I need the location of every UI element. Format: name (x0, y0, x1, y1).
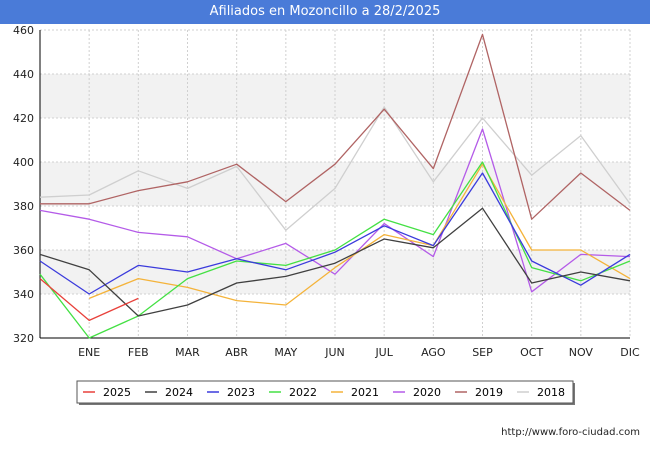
legend-label-2021: 2021 (351, 386, 379, 399)
x-tick-label: OCT (520, 346, 543, 359)
x-tick-label: MAR (175, 346, 200, 359)
legend-label-2024: 2024 (165, 386, 193, 399)
legend-label-2019: 2019 (475, 386, 503, 399)
legend-label-2023: 2023 (227, 386, 255, 399)
x-tick-label: ENE (78, 346, 100, 359)
x-tick-label: JUL (374, 346, 393, 359)
chart-title: Afiliados en Mozoncillo a 28/2/2025 (0, 0, 650, 24)
y-tick-label: 460 (13, 24, 34, 37)
legend-label-2022: 2022 (289, 386, 317, 399)
legend-label-2025: 2025 (103, 386, 131, 399)
series-line-2023 (39, 172, 631, 295)
legend-box (76, 380, 574, 404)
series-line-2018 (39, 106, 631, 231)
series-line-2019 (40, 33, 631, 220)
series-lines (39, 33, 631, 339)
y-tick-label: 400 (13, 156, 34, 169)
grid-lines (40, 29, 631, 339)
axes (39, 30, 630, 339)
y-tick-label: 440 (13, 68, 34, 81)
y-tick-label: 380 (13, 200, 34, 213)
x-tick-label: ABR (225, 346, 248, 359)
y-tick-label: 360 (13, 244, 34, 257)
x-tick-label: JUN (324, 346, 345, 359)
series-line-2025 (39, 278, 139, 322)
y-tick-label: 340 (13, 288, 34, 301)
x-tick-label: DIC (620, 346, 640, 359)
series-line-2024 (39, 207, 631, 317)
source-url: http://www.foro-ciudad.com (501, 427, 640, 438)
y-tick-label: 320 (13, 332, 34, 345)
y-tick-label: 420 (13, 112, 34, 125)
x-tick-label: NOV (569, 346, 594, 359)
legend-label-2020: 2020 (413, 386, 441, 399)
x-tick-label: SEP (472, 346, 493, 359)
legend-label-2018: 2018 (537, 386, 565, 399)
series-line-2020 (39, 128, 631, 293)
x-tick-label: MAY (274, 346, 297, 359)
x-tick-label: FEB (128, 346, 149, 359)
x-tick-label: AGO (421, 346, 446, 359)
legend: 2025 2024 2023 2022 2021 2020 2019 2018 (76, 380, 575, 405)
tick-labels: 320 340 360 380 400 420 440 460 ENE FEB MAR ABR MAY J… (13, 24, 640, 359)
